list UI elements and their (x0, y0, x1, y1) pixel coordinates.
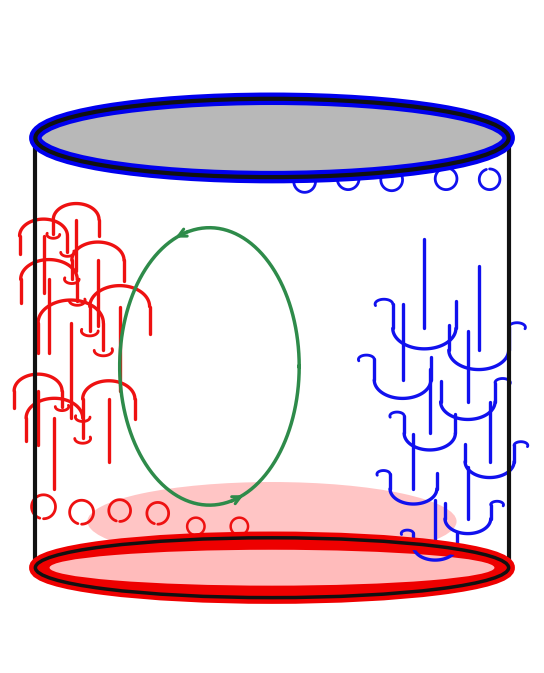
Polygon shape (35, 138, 509, 568)
Ellipse shape (35, 99, 509, 177)
Ellipse shape (35, 538, 509, 598)
Ellipse shape (50, 550, 494, 586)
Ellipse shape (88, 482, 456, 561)
